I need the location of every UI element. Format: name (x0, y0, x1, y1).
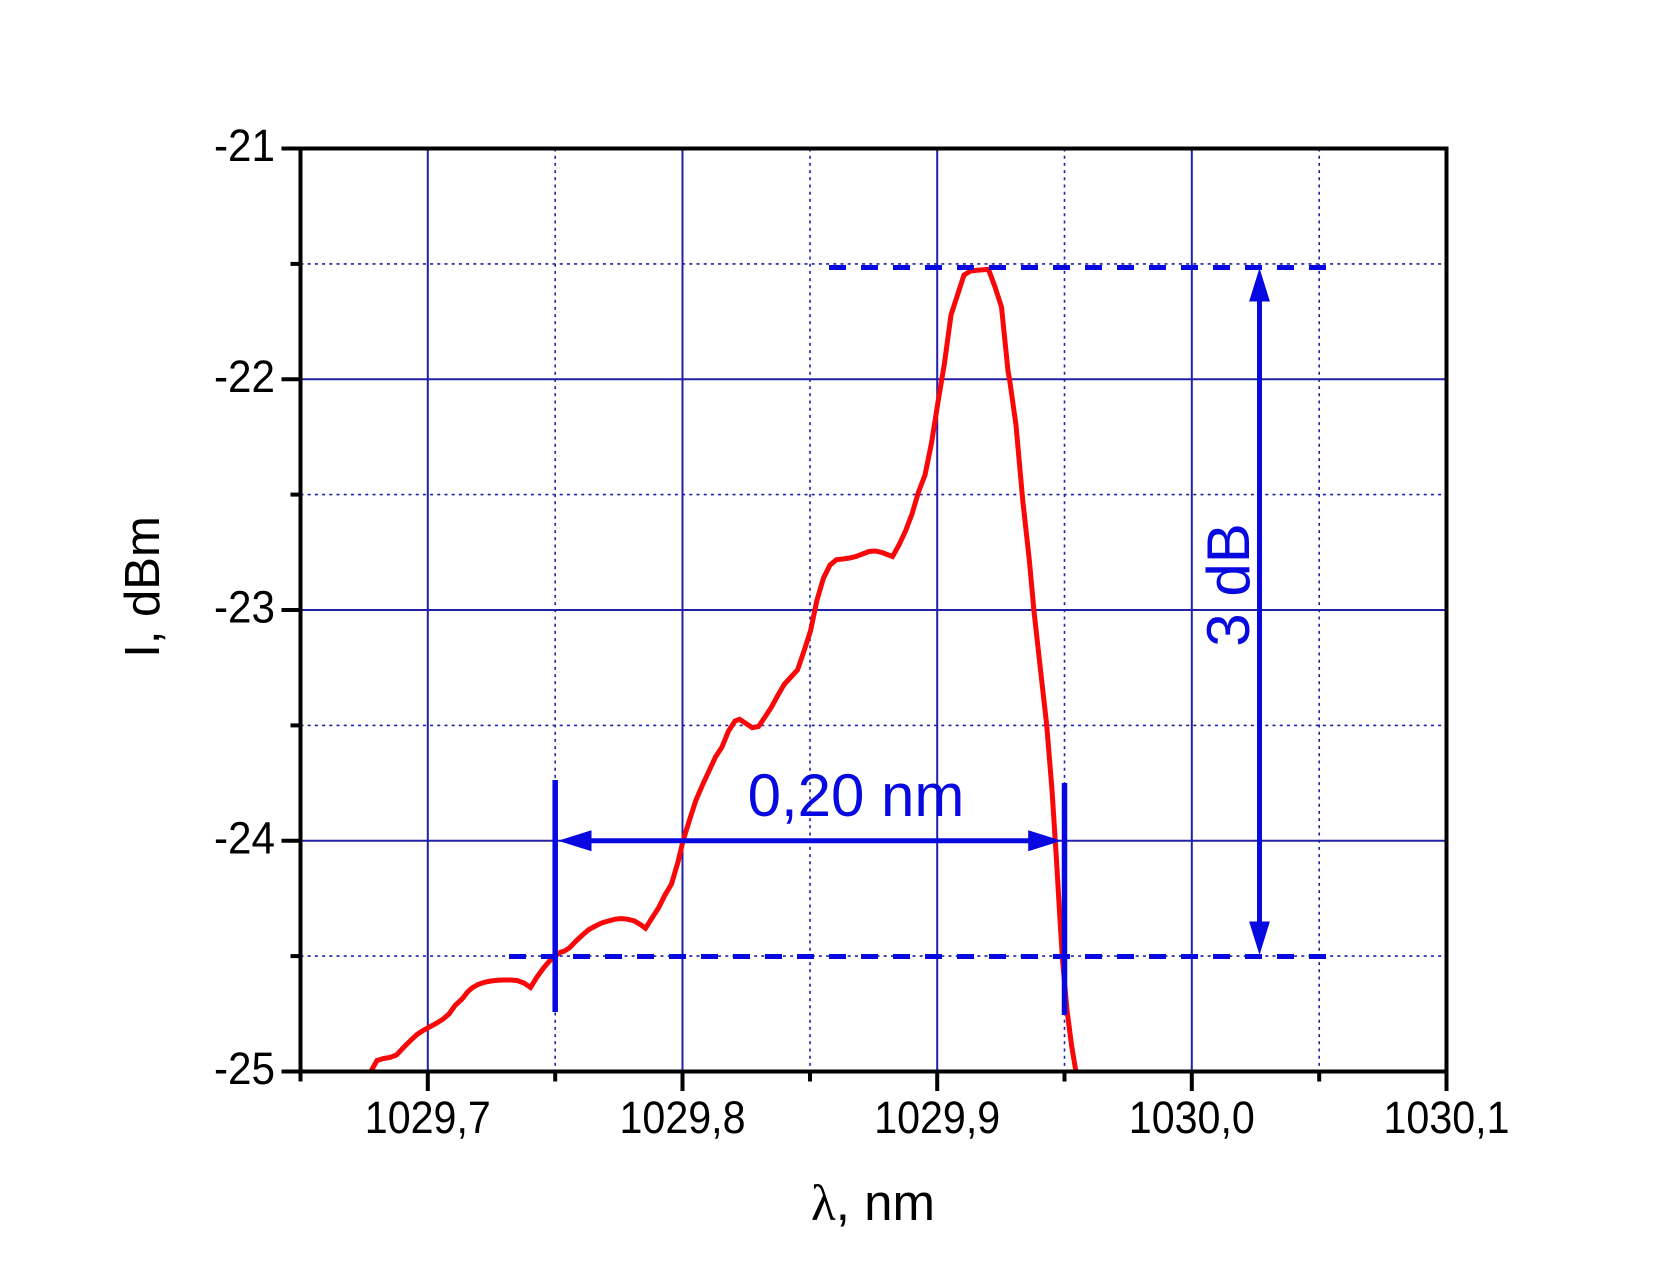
svg-text:-25: -25 (214, 1043, 275, 1094)
svg-text:-23: -23 (214, 582, 275, 633)
svg-text:1029,7: 1029,7 (365, 1092, 491, 1143)
svg-text:-24: -24 (214, 812, 275, 863)
svg-text:1030,0: 1030,0 (1129, 1092, 1255, 1143)
svg-text:-21: -21 (214, 120, 275, 171)
svg-text:3 dB: 3 dB (1195, 523, 1262, 646)
svg-text:1029,8: 1029,8 (620, 1092, 746, 1143)
svg-text:1030,1: 1030,1 (1384, 1092, 1510, 1143)
svg-text:I, dBm: I, dBm (116, 516, 170, 658)
svg-text:λ, nm: λ, nm (811, 1174, 935, 1232)
svg-text:0,20 nm: 0,20 nm (748, 762, 965, 829)
svg-text:-22: -22 (214, 351, 275, 402)
svg-text:1029,9: 1029,9 (874, 1092, 1000, 1143)
